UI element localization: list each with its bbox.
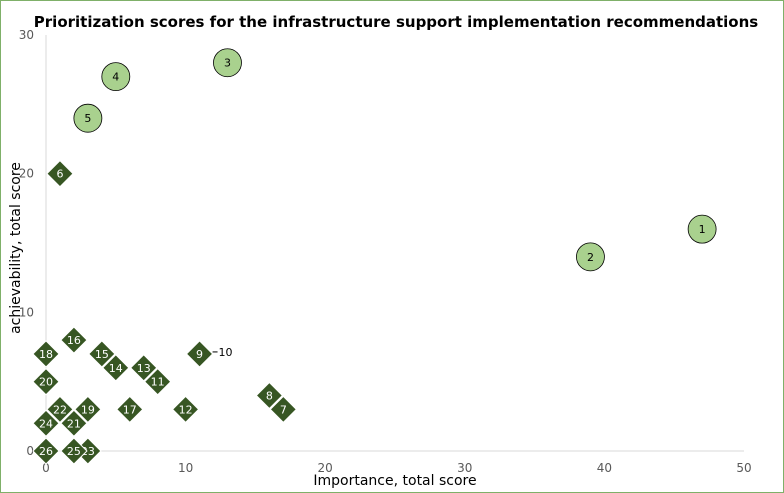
diamond-marker	[32, 367, 60, 396]
y-tick-label: 30	[19, 28, 34, 42]
point-label: 11	[151, 376, 165, 389]
point-label: 18	[39, 348, 53, 361]
diamond-marker	[46, 395, 74, 424]
data-point-13: 13	[130, 354, 158, 382]
circle-marker	[101, 62, 131, 91]
tick-labels: 0 10 20 30 40 50 0 10 20 30	[19, 28, 752, 475]
data-point-6: 6	[46, 159, 74, 188]
point-label: 25	[67, 445, 81, 458]
point-label: 15	[95, 348, 109, 361]
circle-marker	[576, 242, 605, 272]
y-tick-label: 0	[26, 444, 34, 458]
data-point-2: 2	[576, 242, 605, 272]
point-label: 6	[56, 168, 63, 181]
data-point-25: 25	[60, 437, 88, 465]
diamond-marker	[116, 395, 144, 424]
x-tick-label: 30	[457, 461, 472, 475]
data-point-17: 17	[116, 395, 144, 424]
y-tick-label: 10	[19, 305, 34, 319]
data-point-3: 3	[213, 48, 242, 78]
data-point-24: 24	[32, 409, 60, 437]
data-point-5: 5	[73, 103, 103, 133]
diamond-marker	[32, 437, 60, 465]
point-label: 8	[266, 390, 273, 403]
point-label: 12	[179, 403, 193, 416]
data-point-9: 9	[185, 340, 214, 368]
point-label: 9	[196, 348, 203, 361]
data-point-12: 12	[171, 395, 200, 424]
data-point-22: 22	[46, 395, 74, 424]
diamond-marker	[46, 159, 74, 188]
chart-title: Prioritization scores for the infrastruc…	[34, 13, 759, 31]
diamond-marker	[74, 395, 102, 424]
diamond-marker	[60, 409, 88, 437]
point-label: 22	[53, 403, 67, 416]
point-label: 4	[112, 71, 119, 84]
data-point-21: 21	[60, 409, 88, 437]
x-tick-label: 10	[178, 461, 193, 475]
point-label: 1	[699, 223, 706, 236]
data-point-4: 4	[101, 62, 131, 91]
point-label: 5	[84, 112, 91, 125]
data-point-10: 10	[212, 346, 233, 359]
x-axis-label: Importance, total score	[313, 473, 476, 489]
point-label: 17	[123, 403, 137, 416]
x-tick-label: 0	[42, 461, 50, 475]
point-label: 26	[39, 445, 53, 458]
point-label: 10	[219, 346, 233, 359]
data-point-7: 7	[269, 395, 298, 424]
point-label: 14	[109, 362, 123, 375]
point-label: 7	[280, 403, 287, 416]
diamond-marker	[130, 354, 158, 382]
diamond-marker	[60, 437, 88, 465]
diamond-marker	[171, 395, 200, 424]
diamond-marker	[32, 340, 60, 368]
point-label: 20	[39, 376, 53, 389]
circle-marker	[213, 48, 242, 78]
data-point-20: 20	[32, 367, 60, 396]
point-label: 3	[224, 57, 231, 70]
data-point-19: 19	[74, 395, 102, 424]
diamond-marker	[143, 367, 172, 396]
point-label: 24	[39, 417, 53, 430]
point-label: 21	[67, 417, 81, 430]
circle-marker	[687, 214, 717, 244]
diamond-marker	[32, 409, 60, 437]
data-point-16: 16	[60, 326, 88, 354]
point-label: 19	[81, 403, 95, 416]
data-point-1: 1	[687, 214, 717, 244]
x-tick-label: 50	[736, 461, 751, 475]
data-point-8: 8	[255, 381, 284, 410]
data-point-18: 18	[32, 340, 60, 368]
point-label: 16	[67, 334, 81, 347]
diamond-marker	[88, 340, 116, 368]
point-label: 2	[587, 251, 594, 264]
diamond-marker	[269, 395, 298, 424]
y-tick-label: 20	[19, 167, 34, 181]
diamond-marker	[60, 326, 88, 354]
data-point-15: 15	[88, 340, 116, 368]
diamond-marker	[185, 340, 214, 368]
x-tick-label: 40	[597, 461, 612, 475]
diamond-marker	[255, 381, 284, 410]
y-axis-label: achievability, total score	[8, 162, 24, 334]
x-tick-label: 20	[318, 461, 333, 475]
circle-marker	[73, 103, 103, 133]
point-label: 13	[137, 362, 151, 375]
data-point-11: 11	[143, 367, 172, 396]
data-point-26: 26	[32, 437, 60, 465]
diamond-marker	[102, 354, 130, 382]
data-point-14: 14	[102, 354, 130, 382]
